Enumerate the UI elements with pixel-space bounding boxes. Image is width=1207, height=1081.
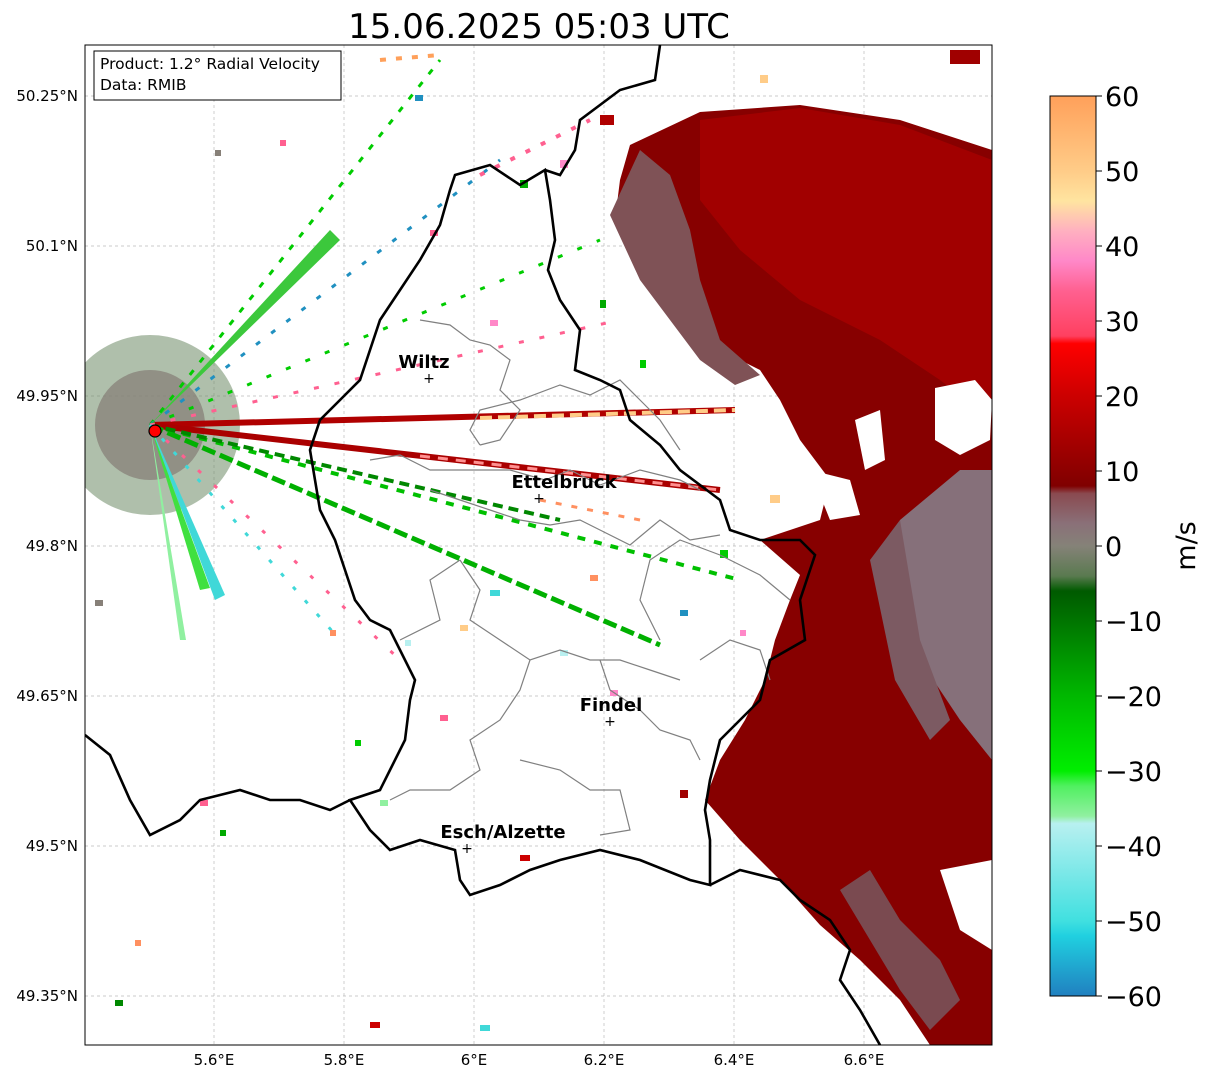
- colorbar-label: m/s: [1171, 521, 1202, 570]
- lat-tick: 50.1°N: [26, 237, 78, 255]
- city-markers: Wiltz + Ettelbruck + Findel + Esch/Alzet…: [398, 352, 642, 857]
- colorbar-tick-label: −10: [1105, 607, 1162, 638]
- lat-tick-labels: 50.25°N 50.1°N 49.95°N 49.8°N 49.65°N 49…: [16, 87, 78, 1005]
- colorbar-tick-label: 0: [1105, 532, 1122, 563]
- lon-tick: 6.6°E: [844, 1051, 885, 1069]
- lat-tick: 49.95°N: [16, 387, 78, 405]
- colorbar-tick-label: −60: [1105, 982, 1162, 1013]
- national-borders: [85, 45, 882, 1045]
- city-marker-findel: +: [604, 714, 616, 730]
- city-ettelbruck: Ettelbruck +: [511, 472, 617, 507]
- lat-tick: 49.5°N: [26, 837, 78, 855]
- lat-tick: 49.65°N: [16, 687, 78, 705]
- colorbar-tick-label: 40: [1105, 232, 1139, 263]
- commune-boundaries: [369, 319, 791, 836]
- map-frame: [84, 44, 993, 1046]
- radar-site-marker: [148, 424, 162, 438]
- colorbar-tick-label: 50: [1105, 157, 1139, 188]
- lon-tick: 5.6°E: [194, 1051, 235, 1069]
- colorbar-tick-label: 30: [1105, 307, 1139, 338]
- lon-tick: 5.8°E: [324, 1051, 365, 1069]
- radial-streaks: [148, 53, 741, 662]
- lon-tick: 6°E: [461, 1051, 488, 1069]
- luxembourg-border: [308, 163, 817, 897]
- lon-tick: 6.2°E: [584, 1051, 625, 1069]
- france-border-west: [85, 733, 351, 837]
- colorbar-tick-label: −50: [1105, 907, 1162, 938]
- city-findel: Findel +: [580, 695, 643, 730]
- city-label-findel: Findel: [580, 695, 643, 716]
- colorbar-tick-label: 20: [1105, 382, 1139, 413]
- lat-tick: 50.25°N: [16, 87, 78, 105]
- velocity-echo-east: [610, 105, 992, 1045]
- map-title: 15.06.2025 05:03 UTC: [348, 7, 730, 47]
- echo-speckles: [95, 50, 980, 1031]
- germany-border-east: [709, 868, 882, 1045]
- info-box: Product: 1.2° Radial Velocity Data: RMIB: [93, 50, 342, 101]
- city-marker-ettelbruck: +: [533, 491, 545, 507]
- city-marker-wiltz: +: [423, 371, 435, 387]
- lon-tick: 6.4°E: [714, 1051, 755, 1069]
- lat-tick: 49.35°N: [16, 987, 78, 1005]
- city-label-esch-alzette: Esch/Alzette: [440, 822, 565, 843]
- info-data-source: Data: RMIB: [100, 76, 187, 94]
- lon-tick-labels: 5.6°E 5.8°E 6°E 6.2°E 6.4°E 6.6°E: [194, 1051, 885, 1069]
- colorbar-tick-label: 10: [1105, 457, 1139, 488]
- belgium-germany-border: [544, 45, 662, 177]
- colorbar: 60 50 40 30 20 10 0 −10 −20 −30 −40 −50 −60 m/s: [1049, 82, 1202, 1013]
- colorbar-tick-label: 60: [1105, 82, 1139, 113]
- city-wiltz: Wiltz +: [398, 352, 449, 387]
- city-label-ettelbruck: Ettelbruck: [511, 472, 617, 493]
- colorbar-tick-label: −30: [1105, 757, 1162, 788]
- colorbar-ticks: 60 50 40 30 20 10 0 −10 −20 −30 −40 −50 −60: [1096, 82, 1162, 1013]
- colorbar-tick-label: −40: [1105, 832, 1162, 863]
- city-esch-alzette: Esch/Alzette +: [440, 822, 565, 857]
- colorbar-tick-label: −20: [1105, 682, 1162, 713]
- map-panel: Wiltz + Ettelbruck + Findel + Esch/Alzet…: [85, 45, 992, 1045]
- info-product: Product: 1.2° Radial Velocity: [100, 55, 320, 73]
- city-marker-esch-alzette: +: [461, 841, 473, 857]
- lat-tick: 49.8°N: [26, 537, 78, 555]
- city-label-wiltz: Wiltz: [398, 352, 449, 373]
- colorbar-gradient: [1049, 95, 1097, 997]
